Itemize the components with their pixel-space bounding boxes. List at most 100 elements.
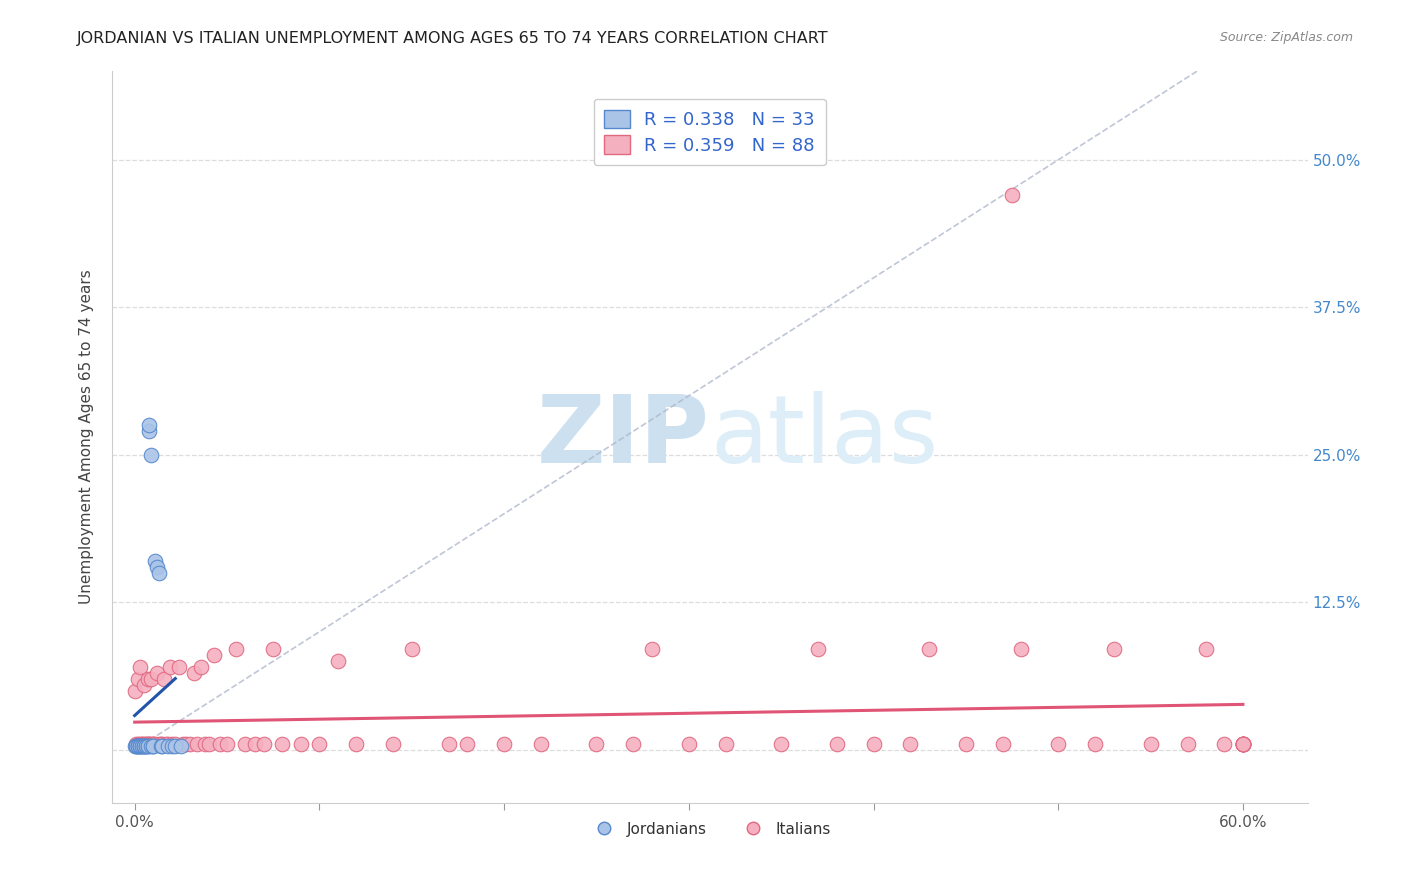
Point <box>183 666 205 681</box>
Text: atlas: atlas <box>710 391 938 483</box>
Point <box>127 672 149 686</box>
Point <box>326 654 349 668</box>
Point <box>165 737 187 751</box>
Point <box>148 737 170 751</box>
Point <box>243 737 266 751</box>
Point <box>136 739 159 754</box>
Point <box>142 737 165 751</box>
Point <box>1232 737 1254 751</box>
Point <box>150 739 173 754</box>
Point <box>155 737 177 751</box>
Point <box>170 739 193 754</box>
Point <box>129 739 152 754</box>
Point <box>136 739 159 754</box>
Y-axis label: Unemployment Among Ages 65 to 74 years: Unemployment Among Ages 65 to 74 years <box>79 269 94 605</box>
Point <box>197 737 219 751</box>
Point <box>290 737 312 751</box>
Text: Source: ZipAtlas.com: Source: ZipAtlas.com <box>1219 31 1353 45</box>
Point <box>135 739 157 754</box>
Point <box>135 737 157 751</box>
Point <box>129 737 152 751</box>
Point <box>132 678 155 692</box>
Point <box>132 737 155 751</box>
Point <box>714 737 737 751</box>
Point <box>494 737 516 751</box>
Point <box>125 737 148 751</box>
Point <box>900 737 922 751</box>
Point <box>918 642 941 657</box>
Text: ZIP: ZIP <box>537 391 710 483</box>
Point <box>167 660 190 674</box>
Point <box>344 737 367 751</box>
Point <box>1195 642 1218 657</box>
Point <box>132 739 155 754</box>
Point <box>127 739 149 754</box>
Point <box>135 739 157 754</box>
Point <box>138 424 160 438</box>
Point <box>621 737 644 751</box>
Point <box>1232 737 1254 751</box>
Point <box>1232 737 1254 751</box>
Point <box>202 648 225 663</box>
Point <box>165 739 187 754</box>
Point <box>991 737 1014 751</box>
Point <box>1047 737 1070 751</box>
Point <box>253 737 276 751</box>
Point <box>142 739 165 754</box>
Point <box>129 739 152 754</box>
Point <box>530 737 553 751</box>
Point <box>142 737 165 751</box>
Point <box>271 737 294 751</box>
Point <box>235 737 257 751</box>
Point <box>1232 737 1254 751</box>
Point <box>127 737 149 751</box>
Point <box>135 737 157 751</box>
Point <box>141 737 163 751</box>
Legend: Jordanians, Italians: Jordanians, Italians <box>582 815 838 843</box>
Point <box>127 739 149 754</box>
Point <box>807 642 830 657</box>
Point <box>138 418 160 433</box>
Point <box>382 737 405 751</box>
Point <box>132 739 155 754</box>
Point <box>456 737 478 751</box>
Point <box>153 672 176 686</box>
Point <box>141 739 163 754</box>
Point <box>124 739 146 754</box>
Point <box>148 566 170 580</box>
Point <box>1084 737 1107 751</box>
Point <box>225 642 247 657</box>
Point <box>1139 737 1161 751</box>
Point <box>125 739 148 754</box>
Point <box>131 737 153 751</box>
Point <box>156 737 179 751</box>
Point <box>955 737 977 751</box>
Point <box>136 672 159 686</box>
Point <box>172 737 194 751</box>
Point <box>124 683 146 698</box>
Point <box>678 737 700 751</box>
Point <box>131 739 153 754</box>
Point <box>143 554 166 568</box>
Point <box>186 737 208 751</box>
Point <box>131 739 153 754</box>
Point <box>160 737 183 751</box>
Point <box>262 642 284 657</box>
Point <box>129 739 152 754</box>
Point <box>159 660 181 674</box>
Point <box>1177 737 1199 751</box>
Point <box>138 737 160 751</box>
Point <box>825 737 848 751</box>
Point <box>127 739 149 754</box>
Text: JORDANIAN VS ITALIAN UNEMPLOYMENT AMONG AGES 65 TO 74 YEARS CORRELATION CHART: JORDANIAN VS ITALIAN UNEMPLOYMENT AMONG … <box>77 31 830 46</box>
Point <box>136 737 159 751</box>
Point <box>194 737 217 751</box>
Point <box>156 739 179 754</box>
Point <box>401 642 423 657</box>
Point <box>146 666 169 681</box>
Point <box>641 642 664 657</box>
Point <box>129 660 152 674</box>
Point <box>1102 642 1125 657</box>
Point <box>149 737 172 751</box>
Point <box>585 737 607 751</box>
